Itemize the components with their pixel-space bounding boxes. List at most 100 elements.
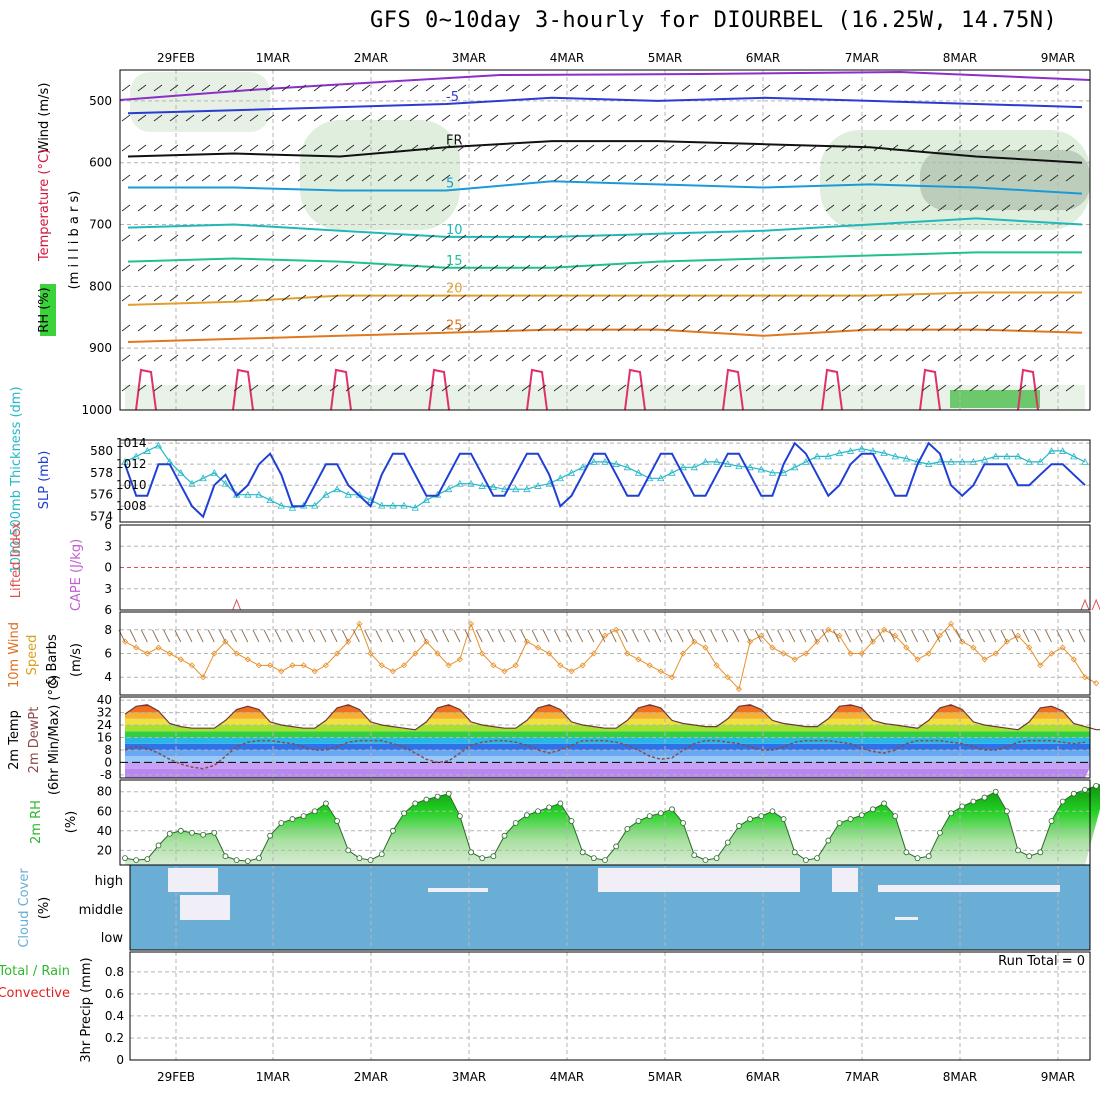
wind-barb xyxy=(745,324,755,332)
wind-barb xyxy=(249,324,259,332)
wind-barb xyxy=(153,294,163,302)
wind-barb xyxy=(665,294,675,302)
thickness-marker xyxy=(668,468,676,476)
wind-barb xyxy=(873,174,883,182)
wind-barb xyxy=(777,354,787,362)
wind10-barb xyxy=(888,629,896,643)
isotherm-label: 25 xyxy=(446,319,463,334)
wind10-marker xyxy=(557,662,564,669)
wind-barb xyxy=(793,204,803,212)
wind-barb xyxy=(393,144,403,152)
wind-barb xyxy=(185,234,195,242)
wind-barb xyxy=(1065,264,1075,272)
wind10-marker xyxy=(322,662,329,669)
wind-barb xyxy=(1001,114,1011,122)
wind10-barb xyxy=(163,629,171,643)
wind-barb xyxy=(473,84,483,92)
wind-barb xyxy=(745,354,755,362)
wind-barb xyxy=(281,384,291,392)
rh-marker xyxy=(870,806,876,813)
date-label-top: 9MAR xyxy=(1041,51,1076,65)
wind-barb xyxy=(1001,204,1011,212)
wind-barb xyxy=(1001,354,1011,362)
temp-tick-label: -8 xyxy=(100,768,112,782)
wind-barb xyxy=(441,234,451,242)
wind-barb xyxy=(185,354,195,362)
wind-barb xyxy=(377,384,387,392)
wind10-marker xyxy=(959,638,966,645)
panel-frame xyxy=(129,864,1091,951)
date-label-top: 8MAR xyxy=(943,51,978,65)
rh-marker xyxy=(289,816,296,822)
wind10-barb xyxy=(140,629,148,643)
wind-barb xyxy=(649,114,659,122)
wind10-barb xyxy=(219,629,226,643)
rh-marker xyxy=(646,813,653,820)
wind-barb xyxy=(537,324,547,332)
wind-barb xyxy=(825,84,835,92)
wind-barb xyxy=(681,84,691,92)
wind-barb xyxy=(921,174,931,182)
wind-barb xyxy=(713,294,723,302)
surface-isotherm-loop xyxy=(135,368,157,411)
rh-marker xyxy=(1037,849,1044,856)
wind-barb xyxy=(985,294,995,302)
wind-barb xyxy=(441,264,451,272)
wind10-marker xyxy=(300,662,307,669)
wind-barb xyxy=(425,84,435,92)
wind-barb xyxy=(969,264,979,272)
rh-marker xyxy=(780,816,787,822)
thickness-marker xyxy=(858,444,866,452)
wind-barb xyxy=(313,354,323,362)
wind10-barb xyxy=(721,629,729,643)
rh-marker xyxy=(311,808,318,815)
wind-barb xyxy=(569,264,579,272)
wind-barb xyxy=(665,264,675,272)
slp-line xyxy=(124,441,1086,519)
wind-barb xyxy=(377,144,387,152)
wind10-barb xyxy=(1078,629,1086,643)
wind-barb xyxy=(553,234,563,242)
wind-barb xyxy=(153,114,163,122)
wind-barb xyxy=(745,384,755,392)
wind-barb xyxy=(425,204,435,212)
wind-barb xyxy=(953,294,963,302)
wind-barb xyxy=(441,324,451,332)
wind-barb xyxy=(793,174,803,182)
wind-barb xyxy=(777,84,787,92)
wind10-barb xyxy=(475,629,483,643)
date-label-top: 6MAR xyxy=(746,51,781,65)
wind-barb xyxy=(969,144,979,152)
wind-barb xyxy=(297,204,307,212)
rh-marker xyxy=(936,829,943,836)
rh-marker xyxy=(378,851,385,858)
li-tick-label: 3 xyxy=(104,582,112,596)
wind-barb xyxy=(425,324,435,332)
surface-isotherm-loop xyxy=(821,368,843,411)
wind-barb xyxy=(713,234,723,242)
wind-barb xyxy=(601,174,611,182)
wind-barb xyxy=(809,204,819,212)
temp-minmax-label: (6hr Min/Max) (°C) xyxy=(47,675,62,795)
wind-barb xyxy=(425,354,435,362)
wind10-barb xyxy=(241,629,249,643)
temp-color-band xyxy=(125,737,1090,744)
thickness-marker xyxy=(210,468,218,476)
wind-barb xyxy=(313,234,323,242)
date-label-top: 4MAR xyxy=(550,51,585,65)
wind-barb xyxy=(425,234,435,242)
wind-barb xyxy=(777,294,787,302)
wind10-marker xyxy=(367,650,374,657)
wind-barb xyxy=(1017,264,1027,272)
wind-barb xyxy=(201,324,211,332)
wind-barb xyxy=(1065,234,1075,242)
wind10-barb xyxy=(598,629,606,643)
thickness-marker xyxy=(567,468,576,476)
wind-barb xyxy=(585,384,595,392)
wind-barb xyxy=(825,294,835,302)
wind-barb xyxy=(521,234,531,242)
wind-barb xyxy=(953,234,963,242)
wind10-marker xyxy=(646,662,653,669)
wind-barb xyxy=(697,234,707,242)
wind-barb xyxy=(569,324,579,332)
